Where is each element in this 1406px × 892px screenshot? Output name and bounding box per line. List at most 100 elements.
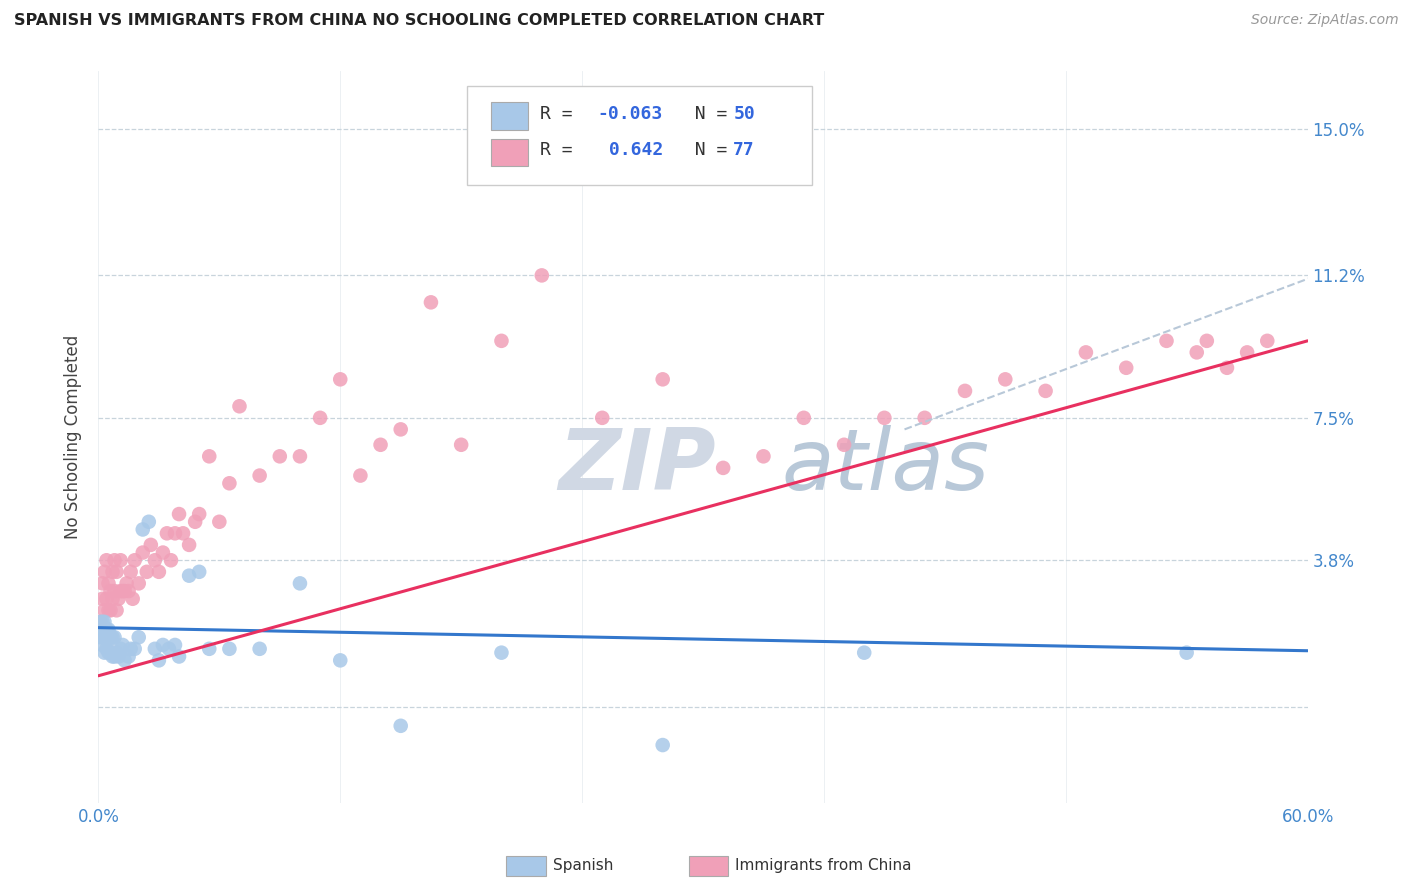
Point <box>491 334 513 348</box>
Point <box>91 638 114 652</box>
Point <box>128 576 150 591</box>
Point <box>152 545 174 559</box>
Point <box>114 653 136 667</box>
Point <box>198 450 221 464</box>
Point <box>853 646 876 660</box>
Point <box>118 584 141 599</box>
Point <box>188 507 211 521</box>
Point <box>167 649 190 664</box>
Point <box>121 591 143 606</box>
Point <box>115 576 138 591</box>
Point <box>591 410 613 425</box>
Point <box>172 526 194 541</box>
Text: ZIP: ZIP <box>558 425 716 508</box>
Text: N =: N = <box>673 141 738 160</box>
Point <box>105 603 128 617</box>
Point <box>218 476 240 491</box>
Point <box>89 615 111 629</box>
Point <box>711 461 734 475</box>
Point <box>218 641 240 656</box>
Point <box>105 646 128 660</box>
Point <box>97 576 120 591</box>
Point <box>107 591 129 606</box>
Point <box>530 268 553 283</box>
Point <box>420 295 443 310</box>
Point <box>188 565 211 579</box>
Point <box>914 410 936 425</box>
Point <box>124 553 146 567</box>
Point <box>249 641 271 656</box>
Point <box>91 591 114 606</box>
Point <box>100 584 122 599</box>
Point <box>269 450 291 464</box>
Point <box>1195 334 1218 348</box>
Point <box>651 738 673 752</box>
Point <box>132 523 155 537</box>
Text: 0.642: 0.642 <box>598 141 664 160</box>
Point <box>91 615 114 629</box>
Point <box>93 646 115 660</box>
Point <box>110 553 132 567</box>
Point <box>1156 334 1178 348</box>
Point <box>110 584 132 599</box>
Point <box>179 568 201 582</box>
Point <box>97 623 120 637</box>
Point <box>152 638 174 652</box>
Text: Spanish: Spanish <box>553 858 613 872</box>
Point <box>389 719 412 733</box>
Point <box>100 603 122 617</box>
Point <box>873 410 896 425</box>
Point <box>148 565 170 579</box>
Point <box>1115 360 1137 375</box>
Point <box>118 649 141 664</box>
Point <box>143 553 166 567</box>
Point <box>1074 345 1097 359</box>
Point <box>103 649 125 664</box>
Point <box>96 553 118 567</box>
Point <box>89 615 111 629</box>
Point <box>93 615 115 629</box>
Point <box>120 641 142 656</box>
Point <box>110 641 132 656</box>
Point <box>103 584 125 599</box>
Point <box>101 565 124 579</box>
Text: atlas: atlas <box>782 425 990 508</box>
Point <box>184 515 207 529</box>
Point <box>389 422 412 436</box>
Text: N =: N = <box>673 104 738 123</box>
Point <box>103 553 125 567</box>
Point <box>93 603 115 617</box>
Point <box>96 591 118 606</box>
Text: -0.063: -0.063 <box>598 104 664 123</box>
Point <box>96 641 118 656</box>
FancyBboxPatch shape <box>467 86 811 185</box>
Point <box>100 630 122 644</box>
Point <box>138 515 160 529</box>
Point <box>101 649 124 664</box>
FancyBboxPatch shape <box>492 102 527 130</box>
Point <box>91 623 114 637</box>
Point <box>91 576 114 591</box>
Text: Immigrants from China: Immigrants from China <box>735 858 912 872</box>
Point <box>97 603 120 617</box>
Point <box>148 653 170 667</box>
Point <box>114 584 136 599</box>
Point <box>156 526 179 541</box>
FancyBboxPatch shape <box>492 138 527 167</box>
Point <box>249 468 271 483</box>
Point <box>832 438 855 452</box>
Text: R =: R = <box>540 104 583 123</box>
Point <box>228 399 250 413</box>
Point <box>124 641 146 656</box>
Point <box>160 553 183 567</box>
Point <box>120 565 142 579</box>
Point <box>167 507 190 521</box>
Point <box>450 438 472 452</box>
Point <box>994 372 1017 386</box>
Point <box>100 646 122 660</box>
Point <box>651 372 673 386</box>
Point <box>97 634 120 648</box>
Point <box>1175 646 1198 660</box>
Point <box>107 649 129 664</box>
Point <box>349 468 371 483</box>
